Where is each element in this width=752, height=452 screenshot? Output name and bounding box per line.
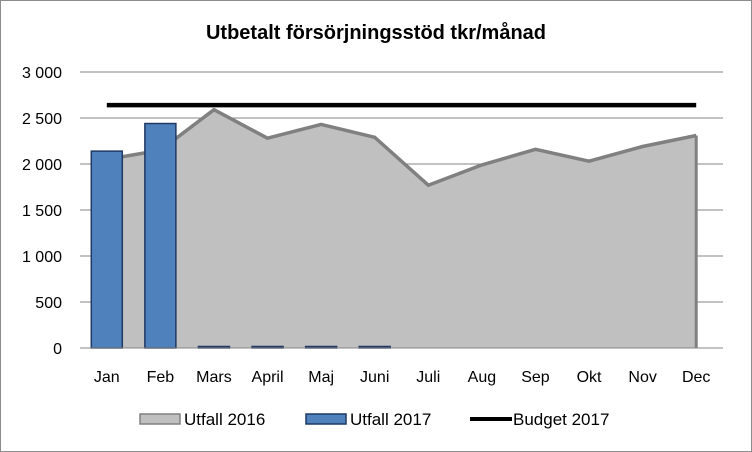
legend-label-utfall-2017: Utfall 2017	[350, 410, 431, 429]
legend-label-budget-2017: Budget 2017	[513, 410, 609, 429]
y-tick-label: 3 000	[22, 65, 62, 82]
y-tick-label: 2 000	[22, 157, 62, 174]
y-tick-label: 1 000	[22, 249, 62, 266]
bar-utfall-2017	[144, 122, 177, 349]
legend-swatch-utfall-2017	[305, 413, 347, 425]
area-line-utfall-2016	[106, 107, 697, 187]
legend: Utfall 2016 Utfall 2017 Budget 2017	[139, 410, 609, 429]
area-fill-utfall-2016	[106, 109, 697, 348]
x-tick-label: Jan	[94, 369, 120, 386]
x-tick-label: Aug	[468, 369, 496, 386]
axes: 0 500 1 000 1 500 2 000 2 500 3 000 Jan Feb Mars A…	[22, 65, 723, 386]
x-tick-label: Okt	[577, 369, 602, 386]
x-tick-label: Sep	[521, 369, 550, 386]
y-tick-label: 0	[53, 341, 62, 358]
legend-swatch-utfall-2016	[139, 413, 181, 425]
x-tick-label: Feb	[147, 369, 175, 386]
x-tick-label: April	[252, 369, 284, 386]
x-tick-label: Juli	[416, 369, 440, 386]
bar-utfall-2017	[90, 150, 124, 349]
x-tick-label: Juni	[360, 369, 389, 386]
y-tick-label: 2 500	[22, 111, 62, 128]
area-series	[106, 107, 698, 348]
chart-title: Utbetalt försörjningsstöd tkr/månad	[206, 21, 546, 44]
y-tick-label: 500	[35, 295, 62, 312]
bar-series	[90, 122, 391, 349]
x-tick-label: Nov	[628, 369, 656, 386]
x-tick-label: Maj	[308, 369, 334, 386]
y-tick-label: 1 500	[22, 203, 62, 220]
x-tick-label: Dec	[682, 369, 710, 386]
legend-label-utfall-2016: Utfall 2016	[184, 410, 265, 429]
x-tick-label: Mars	[196, 369, 232, 386]
